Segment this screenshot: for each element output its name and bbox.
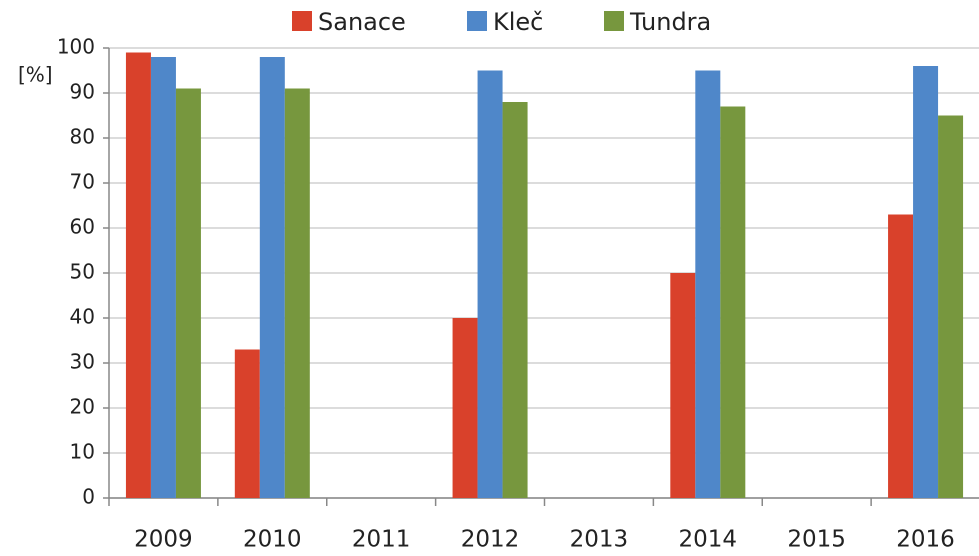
y-tick-label: 10 bbox=[70, 440, 95, 464]
bar bbox=[452, 318, 478, 498]
y-tick-label: 50 bbox=[70, 260, 95, 284]
bar bbox=[888, 214, 914, 498]
legend-label: Kleč bbox=[493, 8, 543, 36]
y-tick-label: 80 bbox=[70, 125, 95, 149]
bar bbox=[938, 115, 964, 498]
bar bbox=[477, 70, 503, 498]
bar bbox=[695, 70, 721, 498]
y-tick-label: 0 bbox=[82, 485, 95, 509]
x-tick-label: 2012 bbox=[461, 527, 520, 553]
y-axis-label: [%] bbox=[18, 63, 53, 87]
legend-swatch bbox=[467, 11, 487, 31]
bar bbox=[150, 57, 176, 498]
y-tick-label: 20 bbox=[70, 395, 95, 419]
legend-label: Sanace bbox=[318, 8, 406, 36]
y-tick-label: 90 bbox=[70, 80, 95, 104]
x-tick-label: 2014 bbox=[679, 527, 738, 553]
bar bbox=[259, 57, 285, 498]
bar bbox=[175, 88, 201, 498]
y-tick-label: 30 bbox=[70, 350, 95, 374]
x-tick-label: 2010 bbox=[243, 527, 302, 553]
y-tick-label: 40 bbox=[70, 305, 95, 329]
bar bbox=[670, 273, 696, 498]
legend-swatch bbox=[604, 11, 624, 31]
y-tick-label: 60 bbox=[70, 215, 95, 239]
x-tick-label: 2013 bbox=[570, 527, 629, 553]
x-tick-label: 2009 bbox=[134, 527, 193, 553]
y-tick-label: 100 bbox=[57, 35, 95, 59]
bar bbox=[284, 88, 310, 498]
y-tick-label: 70 bbox=[70, 170, 95, 194]
x-tick-label: 2015 bbox=[787, 527, 846, 553]
x-tick-label: 2011 bbox=[352, 527, 411, 553]
bar bbox=[913, 66, 939, 498]
legend-swatch bbox=[292, 11, 312, 31]
bar bbox=[502, 102, 528, 498]
legend-label: Tundra bbox=[629, 8, 711, 36]
bar bbox=[234, 349, 260, 498]
bar bbox=[720, 106, 746, 498]
bar bbox=[125, 52, 151, 498]
x-tick-label: 2016 bbox=[896, 527, 955, 553]
